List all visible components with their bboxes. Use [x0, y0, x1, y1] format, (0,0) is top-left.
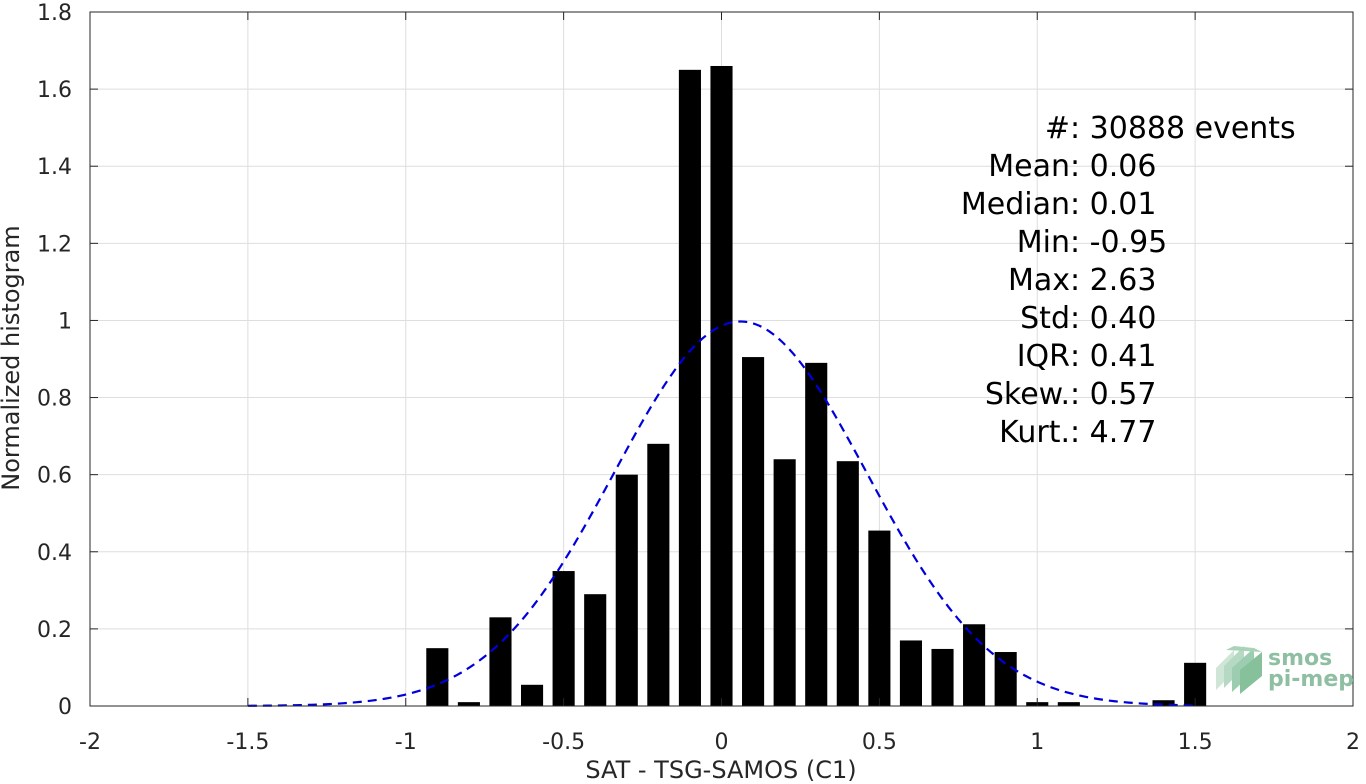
histogram-bar	[742, 357, 765, 706]
stats-label: Skew.	[985, 377, 1070, 412]
stats-label: #	[1045, 111, 1070, 146]
y-tick-label: 1.4	[37, 155, 72, 180]
histogram-bar	[931, 648, 954, 706]
stats-value: : 30888 events	[1070, 111, 1296, 146]
histogram-bar	[520, 684, 544, 706]
stats-label: Max	[1008, 263, 1070, 298]
histogram-bar	[457, 702, 480, 706]
x-tick-label: -0.5	[542, 730, 585, 755]
histogram-bar	[963, 624, 986, 706]
histogram-bar	[1184, 662, 1207, 706]
histogram-bar	[868, 530, 891, 706]
y-axis-label: Normalized histogram	[0, 225, 25, 490]
x-tick-label: -1	[395, 730, 417, 755]
histogram-bar	[805, 362, 828, 706]
stats-label: Median	[961, 187, 1070, 222]
stats-label: Kurt.	[999, 415, 1070, 450]
y-tick-label: 0.2	[37, 618, 72, 643]
ticks-layer: -2 -1.5 -1 -0.5 0 0.5 1 1.5 2 0 0.2 0.4 0.6 0.8 1 1.2 1.…	[37, 1, 1360, 755]
logo-line-1: smos	[1268, 646, 1332, 671]
stats-value: : 0.40	[1070, 301, 1156, 336]
smos-pi-mep-logo: smos pi-mep	[1216, 646, 1354, 694]
y-tick-label: 1	[58, 309, 72, 334]
x-tick-label: 1.5	[1178, 730, 1213, 755]
stats-label: IQR	[1017, 339, 1070, 374]
histogram-bar	[994, 652, 1017, 706]
x-tick-label: 0	[715, 730, 729, 755]
stats-value: : -0.95	[1070, 225, 1167, 260]
stats-value: : 0.01	[1070, 187, 1156, 222]
stats-value: : 0.06	[1070, 149, 1156, 184]
histogram-bar	[426, 648, 449, 706]
histogram-bar	[899, 640, 923, 706]
stats-value: : 4.77	[1070, 415, 1156, 450]
y-tick-label: 0.8	[37, 387, 72, 412]
stats-label: Std	[1020, 301, 1070, 336]
histogram-bar	[836, 461, 859, 706]
y-tick-label: 1.6	[37, 78, 72, 103]
x-tick-label: 2	[1346, 730, 1360, 755]
stats-value: : 2.63	[1070, 263, 1156, 298]
histogram-bar	[773, 459, 796, 706]
bars-layer	[426, 65, 1207, 707]
y-tick-label: 1.2	[37, 232, 72, 257]
x-tick-label: 0.5	[862, 730, 897, 755]
y-tick-label: 1.8	[37, 1, 72, 26]
x-tick-label: 1	[1030, 730, 1044, 755]
x-tick-label: -2	[79, 730, 101, 755]
y-tick-label: 0	[58, 695, 72, 720]
histogram-bar	[615, 474, 638, 706]
stats-label: Mean	[988, 149, 1070, 184]
y-tick-label: 0.6	[37, 464, 72, 489]
x-axis-label: SAT - TSG-SAMOS (C1)	[585, 756, 856, 784]
histogram-bar	[1057, 702, 1080, 706]
histogram-bar	[489, 617, 512, 706]
histogram-bar	[1152, 700, 1175, 706]
normal-fit-curve	[247, 320, 1196, 707]
stats-value: : 0.41	[1070, 339, 1156, 374]
y-tick-label: 0.4	[37, 541, 72, 566]
stats-value: : 0.57	[1070, 377, 1156, 412]
histogram-bar	[710, 65, 733, 706]
histogram-bar	[584, 594, 607, 706]
stats-label: Min	[1017, 225, 1070, 260]
logo-emblem-icon	[1216, 646, 1262, 694]
histogram-bar	[647, 443, 670, 706]
x-tick-label: -1.5	[226, 730, 269, 755]
histogram-bar	[552, 571, 575, 706]
histogram-bar	[678, 69, 701, 707]
logo-line-2: pi-mep	[1268, 667, 1354, 692]
